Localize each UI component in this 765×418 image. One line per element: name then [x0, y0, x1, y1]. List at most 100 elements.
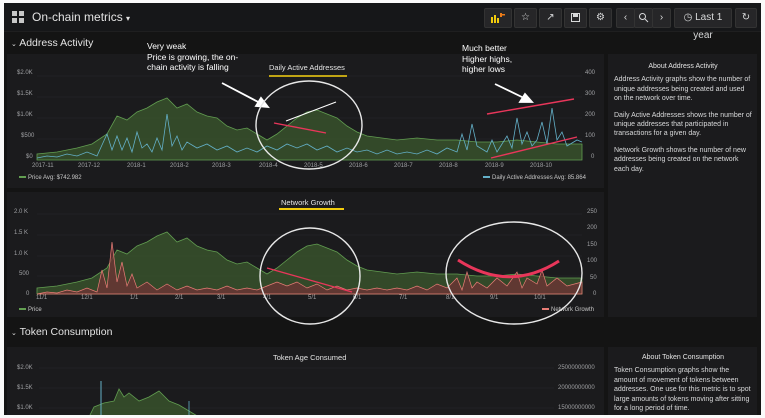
row-address-activity[interactable]: ⌄ Address Activity — [11, 37, 93, 49]
token-age-plot[interactable] — [39, 367, 554, 415]
save-icon — [571, 13, 580, 22]
y2-tick: 20000000000 — [558, 385, 595, 391]
about-text: About Address Activity Address Activity … — [614, 62, 752, 181]
about-paragraph: Daily Active Addresses shows the number … — [614, 111, 752, 138]
settings-button[interactable]: ⚙ — [589, 8, 612, 28]
x-tick: 2018-3 — [212, 163, 231, 169]
y-tick: $2.0K — [17, 70, 33, 76]
y-tick: $2.0K — [17, 365, 33, 371]
y2-tick: 0 — [591, 154, 595, 160]
annotation-line: higher lows — [462, 64, 505, 74]
panel-title[interactable]: Daily Active Addresses — [269, 63, 345, 72]
x-tick: 8/1 — [446, 295, 455, 301]
zoom-out-button[interactable] — [634, 8, 653, 28]
daily-active-plot[interactable] — [36, 74, 583, 162]
annotation-line: chain activity is falling — [147, 62, 229, 72]
panel-network-growth: Network Growth 2.0 K 1.5 K 1.0 K 500 0 2… — [7, 192, 604, 317]
y2-tick: 150 — [587, 242, 598, 248]
about-paragraph: Network Growth shows the number of new a… — [614, 146, 746, 173]
x-tick: 2018-10 — [530, 163, 553, 169]
add-panel-button[interactable] — [484, 8, 512, 28]
legend-network-growth[interactable]: Network Growth — [542, 307, 594, 313]
chevron-right-icon: › — [659, 12, 664, 23]
x-tick: 9/1 — [490, 295, 499, 301]
dashboard: On-chain metrics ▾ ☆ ↗ ⚙ ‹ › ◷ Last 1 ye… — [4, 3, 761, 415]
annotation-line: Higher highs, — [462, 53, 513, 64]
gear-icon: ⚙ — [596, 12, 605, 23]
legend-label: Price Avg: $742.982 — [28, 175, 82, 181]
y2-tick: 0 — [593, 291, 597, 297]
share-button[interactable]: ↗ — [539, 8, 562, 28]
dashboard-picker[interactable]: On-chain metrics ▾ — [32, 10, 130, 24]
legend-label: Daily Active Addresses Avg: 85.864 — [492, 175, 586, 181]
star-button[interactable]: ☆ — [514, 8, 537, 28]
annotation-better: Much better Higher highs, higher lows — [462, 43, 512, 75]
time-picker[interactable]: ◷ Last 1 year — [674, 8, 732, 41]
panel-about-address-activity: About Address Activity Address Activity … — [608, 54, 757, 317]
y2-tick: 25000000000 — [558, 365, 595, 371]
grid-icon[interactable] — [12, 11, 24, 23]
panel-about-token-consumption: About Token Consumption Token Consumptio… — [608, 347, 757, 415]
panel-daily-active-addresses: Daily Active Addresses $2.0K $1.5K $1.0K… — [7, 54, 604, 188]
x-tick: 12/1 — [81, 295, 93, 301]
time-back-button[interactable]: ‹ — [616, 8, 635, 28]
x-tick: 10/1 — [534, 295, 546, 301]
x-tick: 2018-8 — [439, 163, 458, 169]
x-tick: 2018-1 — [127, 163, 146, 169]
legend-active-addresses[interactable]: Daily Active Addresses Avg: 85.864 — [483, 175, 586, 181]
annotation-line: Price is growing, the on- — [147, 51, 239, 62]
time-forward-button[interactable]: › — [652, 8, 671, 28]
price-area — [36, 97, 583, 161]
y2-tick: 15000000000 — [558, 405, 595, 411]
legend-price[interactable]: Price Avg: $742.982 — [19, 175, 82, 181]
x-tick: 2018-4 — [259, 163, 278, 169]
chevron-down-icon: ⌄ — [11, 41, 17, 48]
chevron-left-icon: ‹ — [623, 12, 628, 23]
annotation-weak: Very weak Price is growing, the on- chai… — [147, 41, 238, 73]
about-paragraph: Token Consumption graphs show the amount… — [614, 367, 751, 413]
refresh-icon: ↻ — [741, 12, 751, 23]
refresh-button[interactable]: ↻ — [735, 8, 757, 28]
annotation-line: Much better — [462, 43, 507, 53]
row-token-consumption[interactable]: ⌄ Token Consumption — [11, 326, 112, 338]
save-button[interactable] — [564, 8, 587, 28]
legend-label: Price — [28, 307, 42, 313]
y-tick: $1.5K — [17, 385, 33, 391]
dashboard-title: On-chain metrics — [32, 10, 123, 24]
y2-tick: 300 — [585, 91, 596, 97]
legend-label: Network Growth — [551, 307, 595, 313]
title-underline — [279, 208, 344, 210]
y2-tick: 200 — [585, 112, 596, 118]
top-navbar: On-chain metrics ▾ ☆ ↗ ⚙ ‹ › ◷ Last 1 ye… — [4, 3, 761, 41]
x-tick: 1/1 — [130, 295, 139, 301]
x-tick: 4/1 — [263, 295, 272, 301]
network-growth-plot[interactable] — [36, 212, 583, 296]
x-tick: 2017-12 — [78, 163, 101, 169]
y-tick: 1.5 K — [14, 230, 29, 236]
about-title: About Token Consumption — [642, 354, 724, 361]
panel-title[interactable]: Token Age Consumed — [273, 353, 347, 362]
y-tick: $1.5K — [17, 91, 33, 97]
price-area — [89, 388, 197, 415]
y2-tick: 100 — [585, 133, 596, 139]
row-title: Address Activity — [19, 37, 94, 49]
y2-tick: 200 — [587, 225, 598, 231]
panel-title[interactable]: Network Growth — [281, 198, 335, 207]
legend-price[interactable]: Price — [19, 307, 42, 313]
chevron-down-icon: ⌄ — [11, 330, 17, 337]
panel-token-age-consumed: Token Age Consumed $2.0K $1.5K $1.0K 250… — [7, 347, 604, 415]
y-tick: 1.0 K — [14, 251, 29, 257]
about-title: About Address Activity — [648, 63, 718, 70]
x-tick: 7/1 — [399, 295, 408, 301]
x-tick: 5/1 — [308, 295, 317, 301]
time-range-label: Last 1 year — [693, 12, 723, 41]
about-paragraph: Address Activity graphs show the number … — [614, 76, 751, 103]
clock-icon: ◷ — [683, 12, 693, 23]
y-tick: $1.0K — [17, 112, 33, 118]
star-icon: ☆ — [521, 12, 530, 23]
add-panel-icon — [491, 13, 505, 23]
x-tick: 11/1 — [36, 295, 48, 301]
chevron-down-icon: ▾ — [126, 14, 131, 23]
x-tick: 2018-7 — [394, 163, 413, 169]
y-tick: 500 — [19, 271, 30, 277]
